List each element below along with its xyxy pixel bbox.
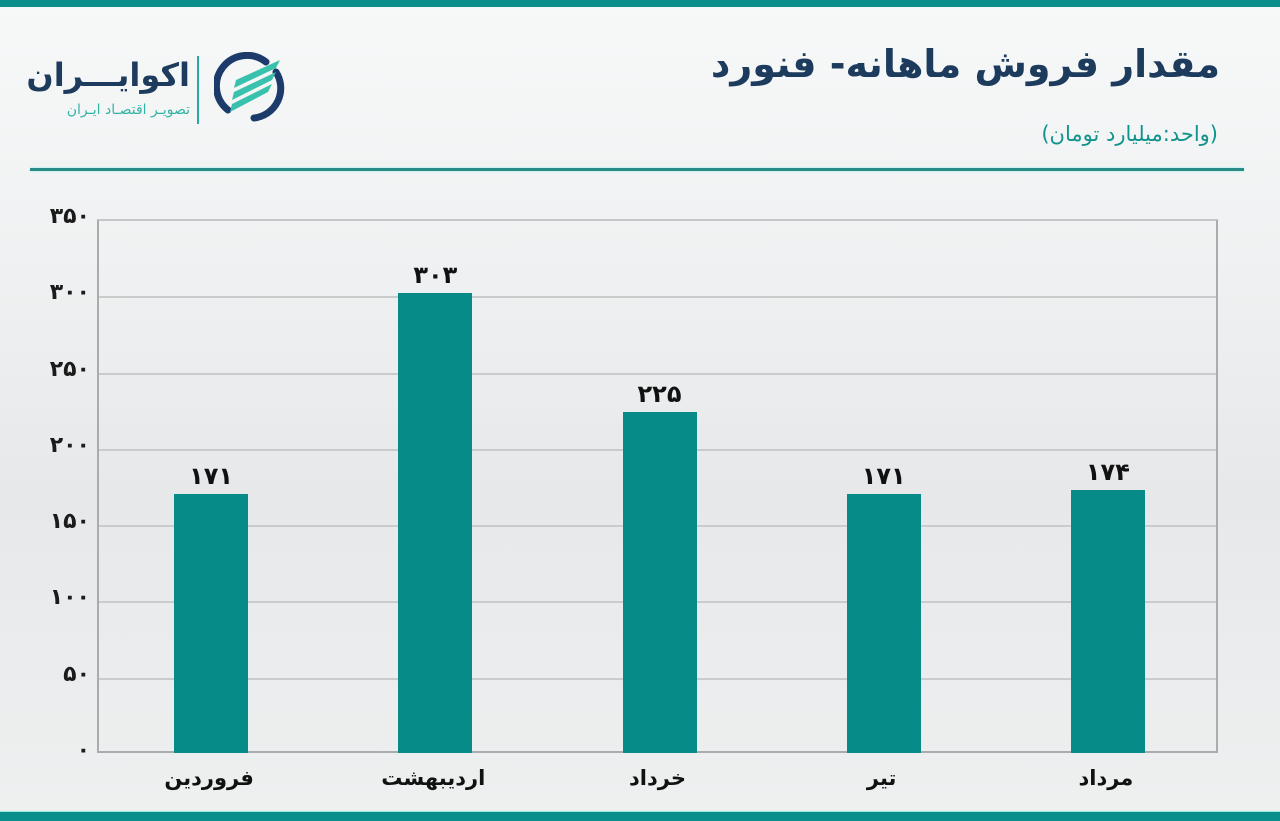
bar [1070, 489, 1145, 753]
top-accent-bar [0, 0, 1280, 7]
y-tick-label: ۰ [76, 738, 90, 763]
bar [622, 411, 697, 753]
bar [174, 494, 249, 753]
logo-divider [197, 56, 199, 124]
bar [846, 494, 921, 753]
y-tick-label: ۳۵۰ [49, 204, 90, 229]
bar-value-label: ۲۲۵ [637, 379, 682, 408]
logo-name: اکوایـــران [26, 56, 190, 94]
x-category-label: مرداد [1078, 766, 1134, 790]
bar-value-label: ۱۷۱ [189, 462, 234, 491]
gridline [99, 296, 1216, 299]
header-separator [30, 168, 1244, 171]
y-tick-label: ۳۰۰ [49, 280, 90, 306]
bar-value-label: ۳۰۳ [413, 260, 458, 289]
brand-logo: اکوایـــران تصویـر اقتصـاد ایـران [26, 50, 290, 130]
bar-value-label: ۱۷۱ [861, 462, 906, 491]
bar [398, 292, 473, 753]
ecoiran-logo-icon [214, 52, 285, 122]
x-category-label: تیر [866, 766, 897, 790]
x-category-label: فروردین [164, 766, 254, 790]
x-category-label: خرداد [629, 766, 686, 790]
y-tick-label: ۲۵۰ [49, 356, 90, 382]
chart-subtitle: (واحد:میلیارد تومان) [1041, 122, 1218, 146]
x-category-label: اردیبهشت [381, 766, 486, 790]
y-tick-label: ۲۰۰ [49, 432, 90, 458]
gridline [99, 372, 1216, 375]
plot-area: ۱۷۱ ۳۰۳ ۲۲۵ ۱۷۱ ۱۷۴ [97, 219, 1218, 753]
bar-value-label: ۱۷۴ [1085, 457, 1130, 486]
bottom-accent-bar [0, 811, 1280, 821]
y-tick-label: ۱۰۰ [49, 585, 90, 611]
y-tick-label: ۱۵۰ [49, 509, 90, 535]
y-tick-label: ۵۰ [63, 661, 90, 687]
chart-title: مقدار فروش ماهانه- فنورد [710, 42, 1220, 86]
logo-tagline: تصویـر اقتصـاد ایـران [66, 102, 190, 118]
